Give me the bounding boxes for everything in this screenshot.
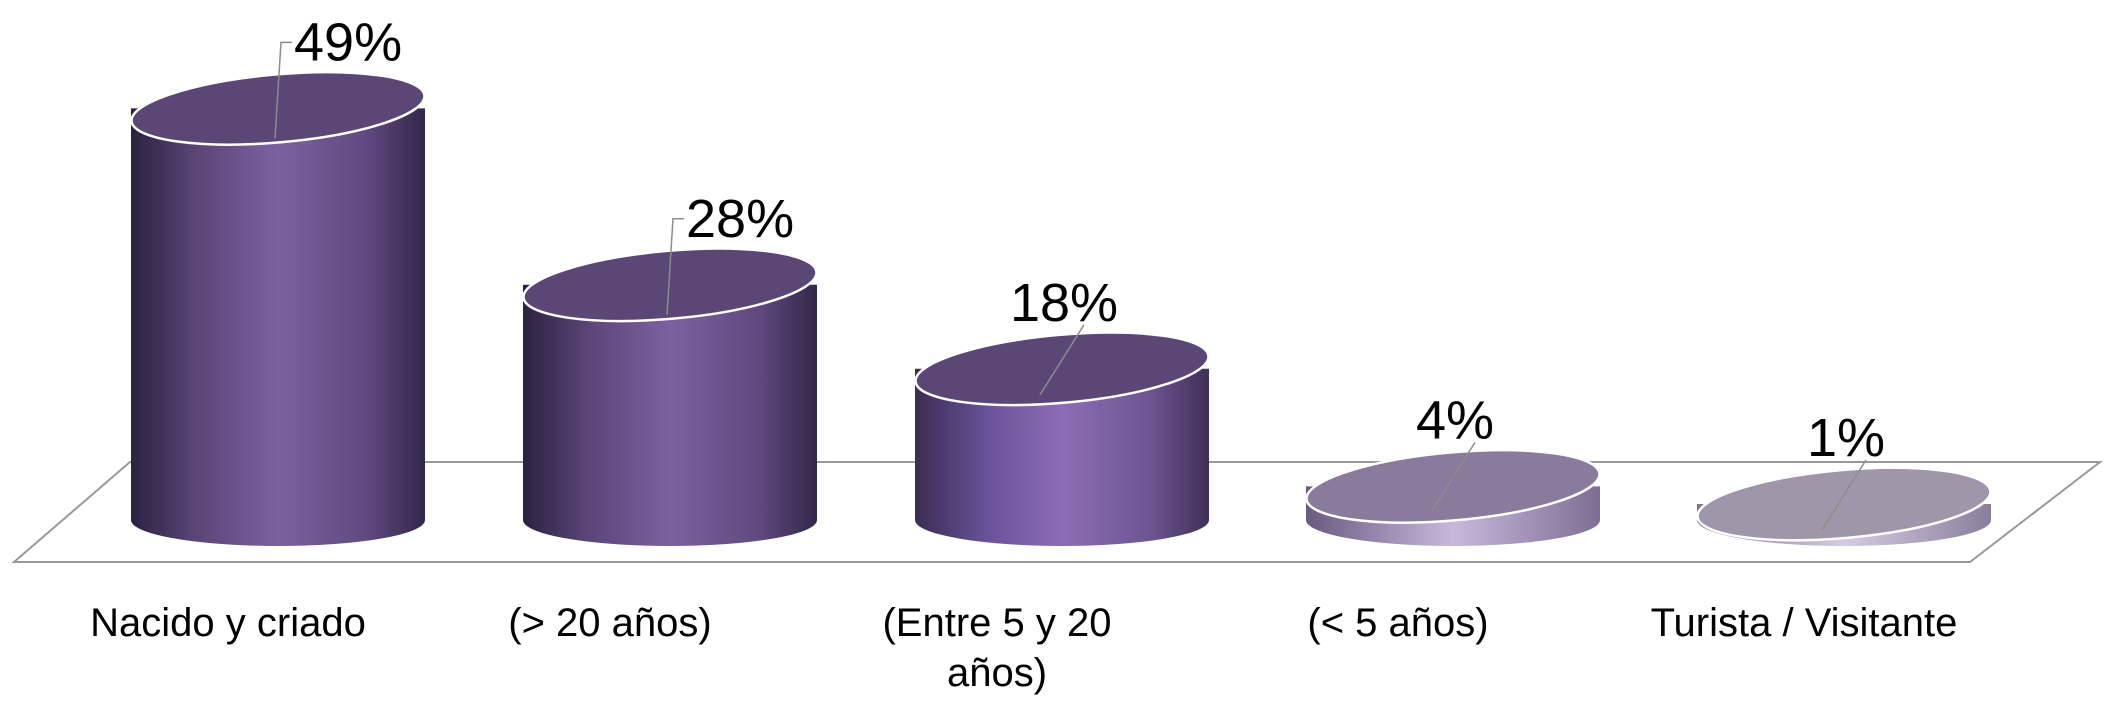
- bar-top-5: [1696, 466, 1992, 542]
- bar-top-1: [130, 70, 426, 146]
- bar-body-3: [915, 368, 1209, 546]
- category-label-3: (Entre 5 y 20 años): [882, 601, 1112, 695]
- leader-line-5: [1821, 459, 1867, 531]
- value-label-4: 4%: [1416, 390, 1494, 450]
- bar-top-4: [1305, 448, 1601, 524]
- value-label-2: 28%: [686, 189, 794, 249]
- category-label-5: Turista / Visitante: [1650, 601, 1958, 645]
- leader-line-1: [274, 41, 292, 139]
- bar-3: [914, 331, 1210, 546]
- bar-body-2: [523, 284, 817, 546]
- bar-1: [130, 70, 426, 547]
- bar-4: [1305, 448, 1601, 546]
- category-label-1: Nacido y criado: [90, 601, 366, 645]
- category-label-2: (> 20 años): [508, 601, 712, 645]
- value-label-5: 1%: [1807, 408, 1885, 468]
- value-label-3: 18%: [1010, 273, 1118, 333]
- bars-layer: [130, 70, 1992, 547]
- leader-line-2: [666, 218, 684, 315]
- value-label-1: 49%: [294, 12, 402, 72]
- bar-5: [1696, 466, 1992, 546]
- bar-top-3: [914, 331, 1210, 407]
- leader-line-4: [1430, 442, 1476, 513]
- bar-top-2: [522, 247, 818, 323]
- value-labels-layer: 49% 28% 18% 4% 1%: [274, 12, 1885, 531]
- bar-body-1: [131, 108, 425, 547]
- bar-2: [522, 247, 818, 546]
- leader-line-3: [1039, 324, 1085, 396]
- category-label-4: (< 5 años): [1307, 601, 1489, 645]
